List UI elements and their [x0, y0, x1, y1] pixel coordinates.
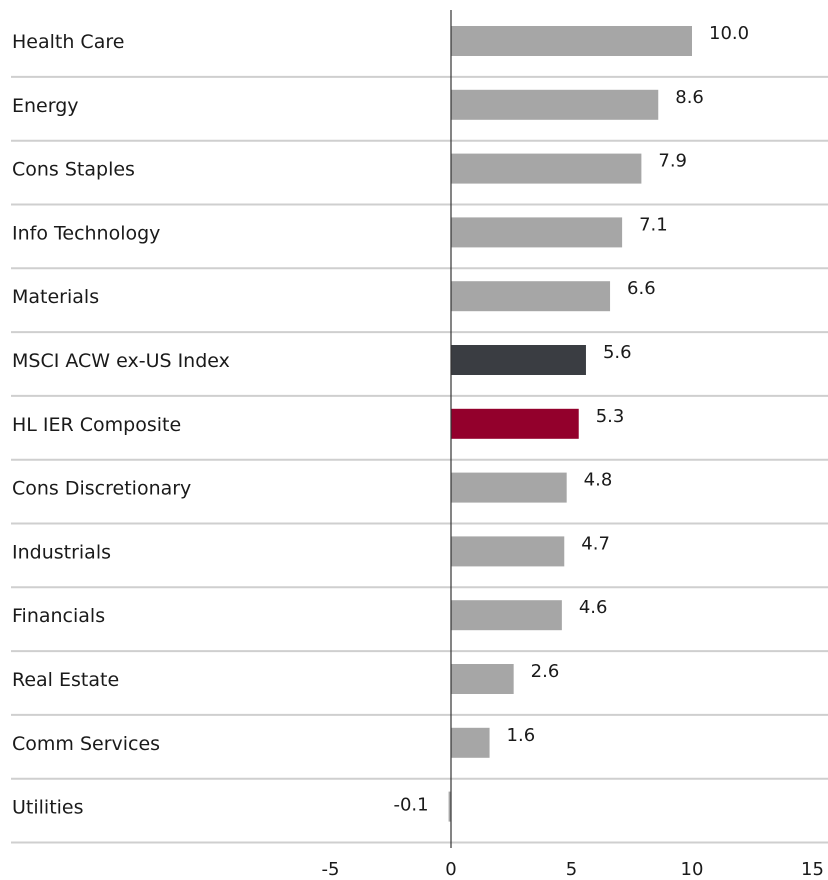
category-label: Info Technology	[12, 222, 160, 244]
category-label: Energy	[12, 95, 79, 117]
bar	[451, 472, 567, 503]
category-label: Industrials	[12, 541, 111, 563]
row-separators	[11, 75, 828, 844]
value-label: 1.6	[507, 725, 536, 746]
bar	[451, 408, 579, 439]
category-label: Health Care	[12, 31, 124, 53]
category-label: Cons Staples	[12, 159, 135, 181]
bar	[448, 791, 451, 822]
bar	[451, 89, 659, 120]
value-label: 2.6	[531, 661, 560, 682]
x-tick-label: -5	[322, 859, 340, 880]
value-labels: 10.0 8.6 7.9 7.1 6.6 5.6 5.3 4.8 4.7 4.6 2.6 1.6 -0.…	[393, 23, 749, 816]
category-label: HL IER Composite	[12, 414, 181, 436]
value-label: 4.6	[579, 597, 608, 618]
value-label: 7.1	[639, 214, 668, 235]
value-label: 5.6	[603, 342, 632, 363]
bar	[451, 536, 565, 567]
bar	[451, 727, 490, 758]
bar	[451, 345, 586, 375]
bar	[451, 217, 623, 248]
value-label: 6.6	[627, 278, 656, 299]
category-label: Utilities	[12, 797, 84, 819]
category-label: Materials	[12, 286, 99, 308]
value-label: 4.8	[584, 470, 613, 491]
value-label: 8.6	[675, 87, 704, 108]
bars	[448, 26, 692, 822]
bar	[451, 153, 642, 184]
x-axis-tick-labels: -5 0 5 10 15	[322, 859, 824, 880]
x-tick-label: 10	[681, 859, 704, 880]
category-label: Comm Services	[12, 733, 160, 755]
value-label: 5.3	[596, 406, 625, 427]
category-labels: Health Care Energy Cons Staples Info Techno…	[12, 31, 230, 819]
bar	[451, 26, 692, 56]
bar	[451, 281, 611, 312]
category-label: MSCI ACW ex-US Index	[12, 350, 230, 372]
x-tick-label: 5	[566, 859, 577, 880]
value-label: -0.1	[393, 795, 428, 816]
bar	[451, 664, 514, 694]
x-tick-label: 0	[445, 859, 456, 880]
category-label: Financials	[12, 605, 105, 627]
x-tick-label: 15	[801, 859, 824, 880]
category-label: Cons Discretionary	[12, 478, 191, 500]
value-label: 4.7	[581, 533, 610, 554]
bar	[451, 600, 562, 631]
value-label: 10.0	[709, 23, 749, 44]
value-label: 7.9	[658, 151, 687, 172]
category-label: Real Estate	[12, 669, 119, 691]
